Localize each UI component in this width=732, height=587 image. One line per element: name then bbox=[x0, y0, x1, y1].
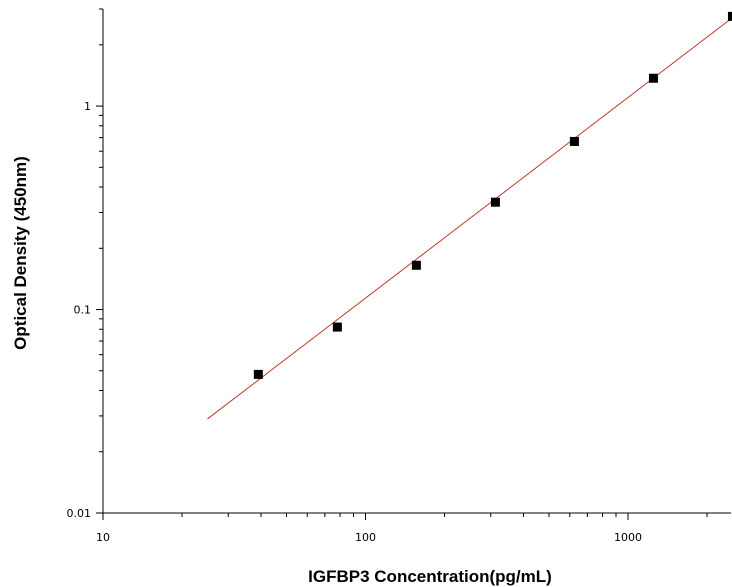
fit-line-group bbox=[207, 17, 732, 420]
fit-line bbox=[207, 17, 732, 420]
y-axis-title: Optical Density (450nm) bbox=[11, 156, 30, 350]
data-point bbox=[253, 369, 263, 379]
x-tick-label: 1000 bbox=[614, 531, 642, 544]
y-tick-label: 0.1 bbox=[74, 304, 92, 317]
data-point bbox=[490, 197, 500, 207]
data-point bbox=[569, 136, 579, 146]
data-points bbox=[253, 11, 732, 379]
data-point bbox=[332, 322, 342, 332]
ticks: 10 100 1000 0.01 0.1 1 bbox=[67, 8, 708, 544]
x-axis-title: IGFBP3 Concentration(pg/mL) bbox=[308, 567, 552, 586]
data-point bbox=[727, 11, 732, 21]
axes bbox=[102, 9, 731, 514]
x-tick-label: 10 bbox=[96, 531, 110, 544]
data-point bbox=[648, 73, 658, 83]
x-tick-label: 100 bbox=[355, 531, 376, 544]
data-point bbox=[411, 260, 421, 270]
y-tick-label: 1 bbox=[84, 100, 91, 113]
y-tick-label: 0.01 bbox=[67, 507, 92, 520]
